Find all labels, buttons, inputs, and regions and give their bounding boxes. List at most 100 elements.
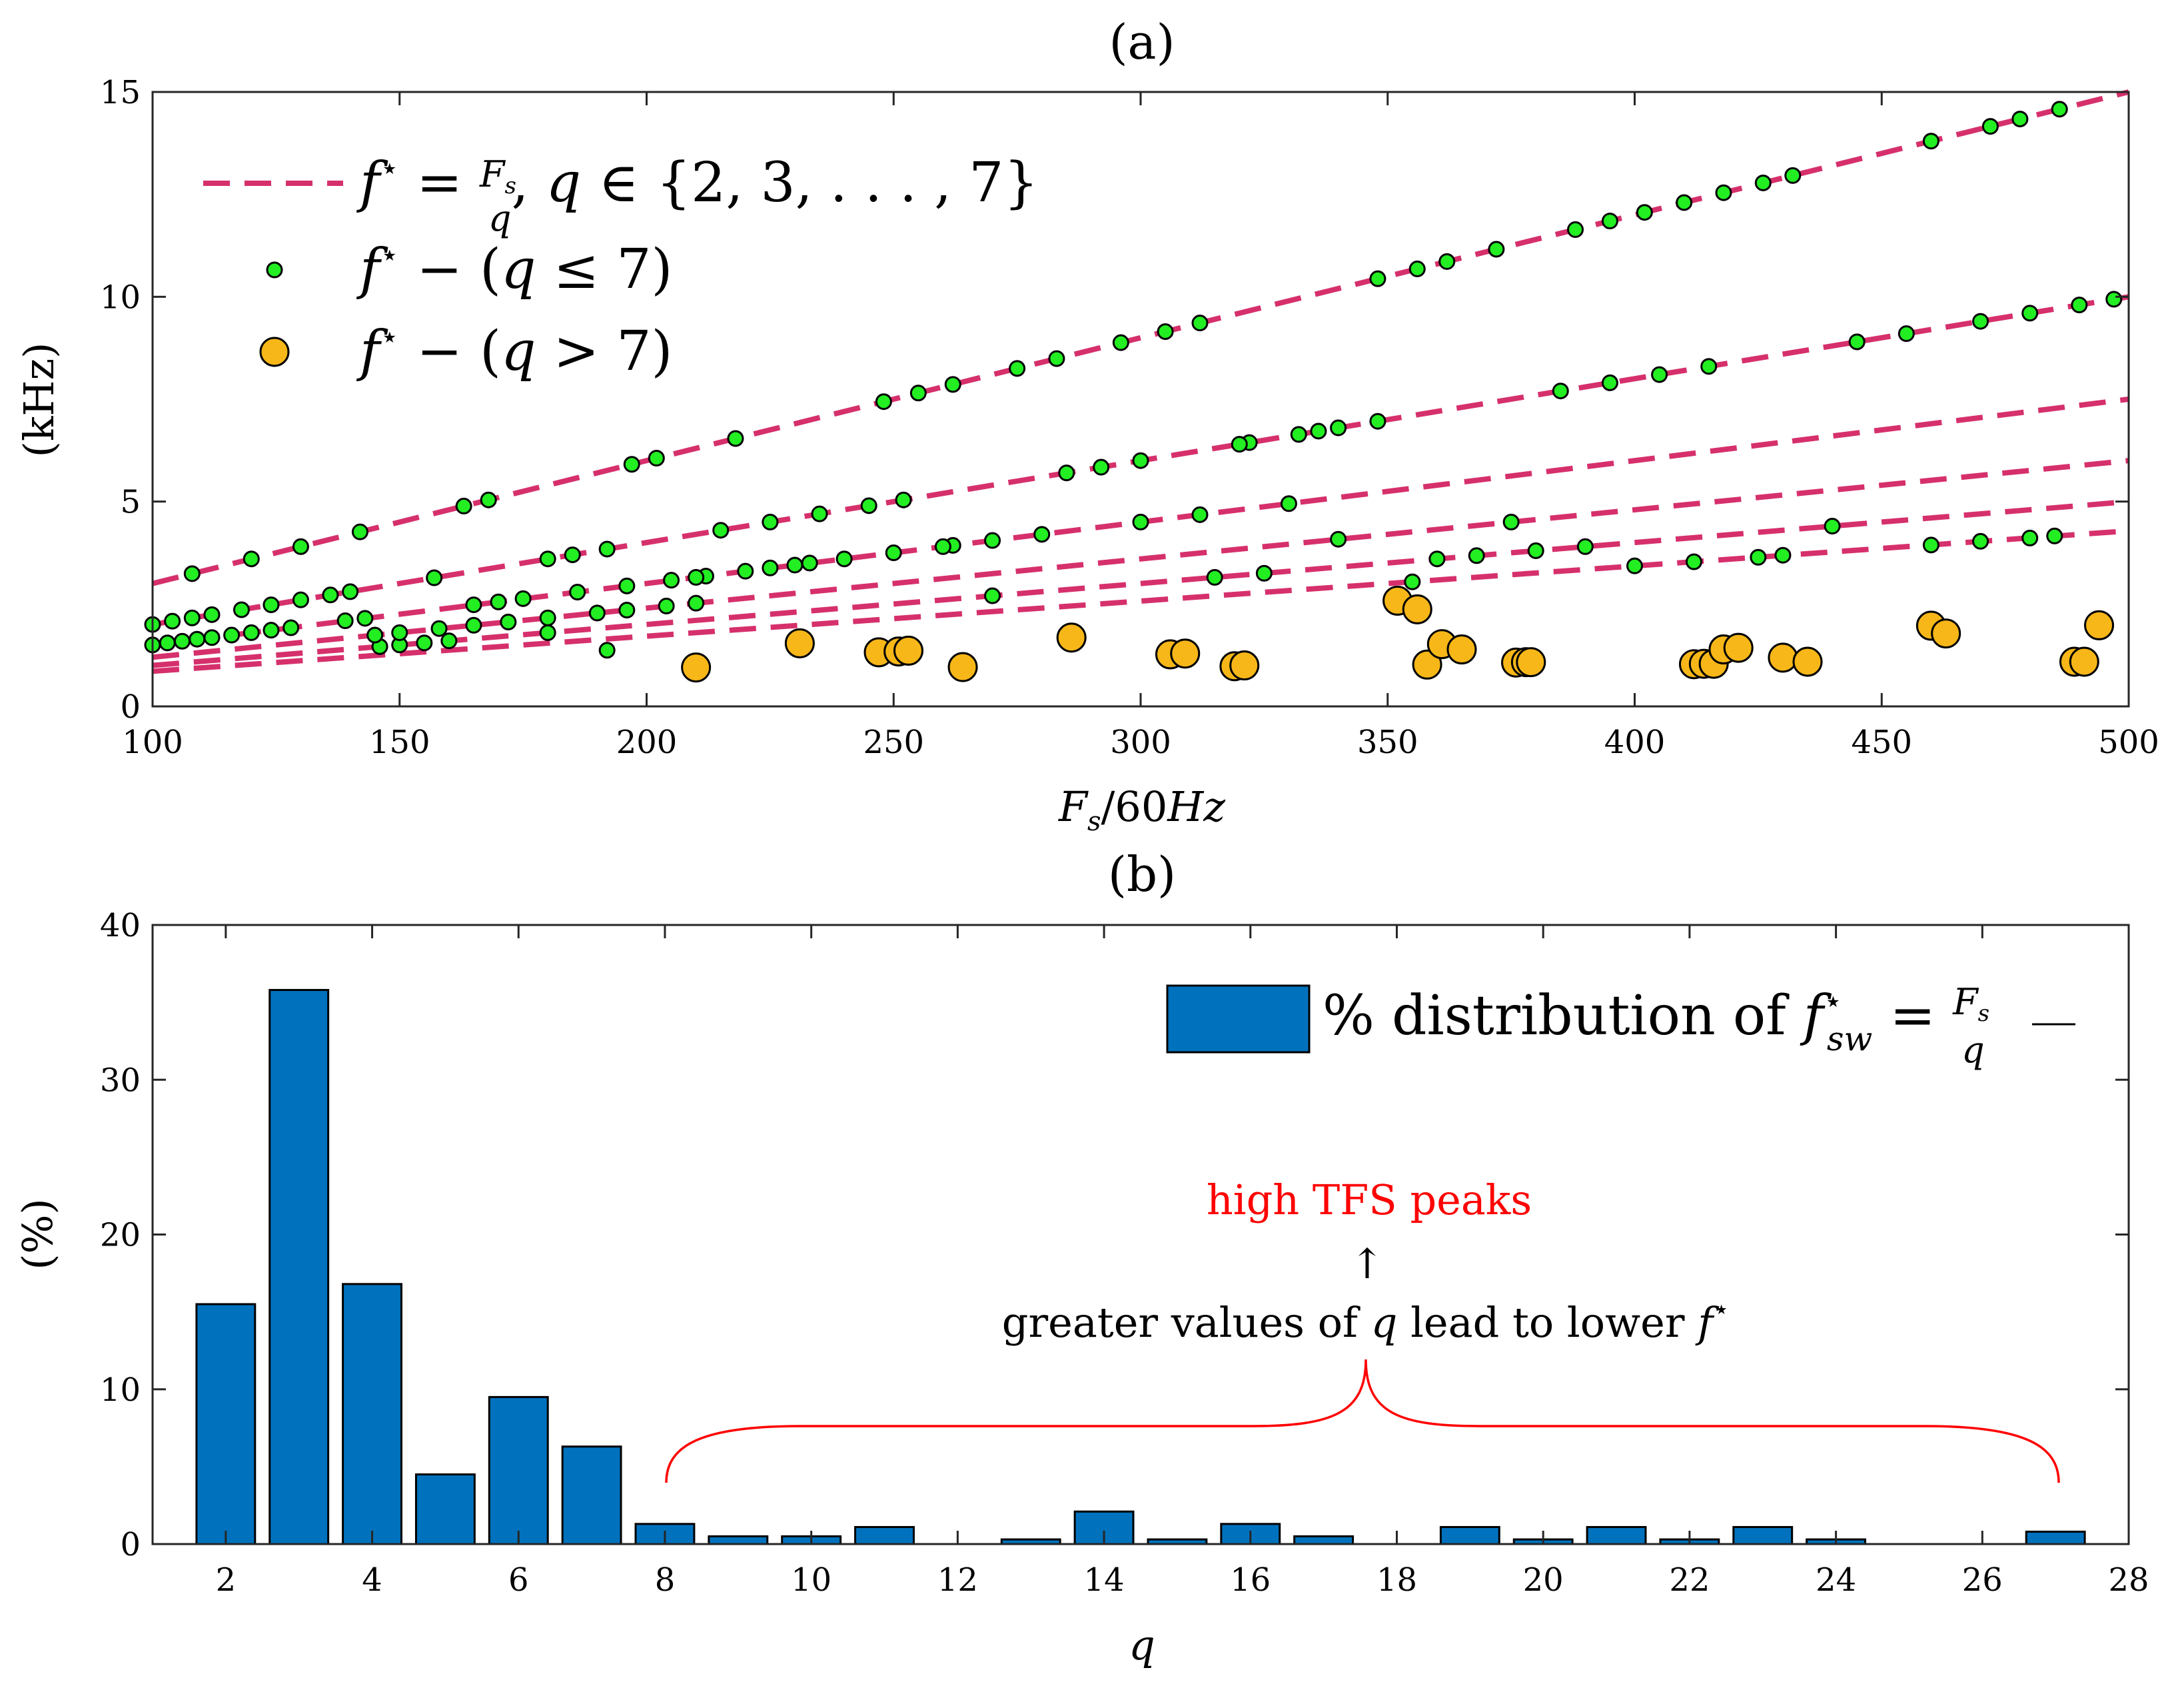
green-point <box>1330 419 1347 436</box>
green-point <box>1093 458 1110 476</box>
x-tick-label: 14 <box>1084 1561 1125 1599</box>
green-point <box>1369 270 1386 287</box>
green-point <box>984 532 1001 549</box>
x-tick-label: 12 <box>937 1561 978 1599</box>
green-point <box>1651 366 1668 383</box>
green-point <box>183 609 201 626</box>
green-point <box>688 594 705 612</box>
green-point <box>801 554 818 572</box>
green-point <box>1255 564 1273 582</box>
orange-point <box>1170 638 1201 669</box>
orange-point <box>1931 618 1961 649</box>
green-point <box>1009 360 1026 377</box>
annotation-greater-values: greater values of q lead to lower f⋆ <box>1002 1294 1730 1347</box>
green-point <box>203 606 221 623</box>
green-point <box>263 596 280 614</box>
x-tick-label: 18 <box>1376 1561 1417 1599</box>
annotation-high-tfs-peaks: high TFS peaks <box>1207 1176 1532 1224</box>
bar-q21 <box>1586 1525 1647 1545</box>
green-point <box>263 622 280 639</box>
y-tick-label: 10 <box>100 1371 141 1409</box>
green-point <box>712 522 730 539</box>
green-point <box>1132 452 1149 469</box>
green-point <box>391 624 408 641</box>
panel-a-legend: f⋆ = Fs q, q ∈ {2, 3, . . . , 7} f⋆ − (q … <box>203 150 1039 383</box>
green-point <box>1576 538 1594 555</box>
x-tick-label: 24 <box>1816 1561 1856 1599</box>
green-point <box>440 632 458 650</box>
green-point <box>183 565 201 582</box>
green-point <box>737 562 754 580</box>
green-point <box>539 609 556 626</box>
green-point <box>465 596 482 614</box>
green-point <box>618 577 636 594</box>
green-point <box>1774 546 1792 564</box>
green-point <box>416 634 433 652</box>
legend-orange-dot-swatch <box>259 337 290 367</box>
legend-green-dot-swatch <box>266 261 283 279</box>
green-point <box>1310 423 1327 440</box>
green-point <box>351 523 368 540</box>
legend-entry-distribution: % distribution of f⋆ sw = Fs q <box>1323 981 1989 1071</box>
green-point <box>860 497 877 514</box>
green-point <box>1898 325 1915 343</box>
green-point <box>1290 426 1307 443</box>
green-point <box>588 604 606 622</box>
green-point <box>1824 518 1841 535</box>
green-point <box>2046 527 2063 544</box>
annotation-arrow: ↑ <box>1350 1240 1384 1288</box>
orange-point <box>2069 646 2099 677</box>
green-point <box>282 619 300 636</box>
green-point <box>895 491 912 508</box>
green-point <box>1754 174 1772 191</box>
green-point <box>875 393 892 411</box>
green-point <box>623 456 640 473</box>
bar-q9 <box>708 1535 769 1545</box>
panel-a-ticks: 100 150 200 250 300 350 400 450 500 0 5 10 15 <box>100 74 2159 761</box>
green-point <box>366 626 384 644</box>
green-point <box>292 538 309 555</box>
green-point <box>336 612 354 630</box>
green-point <box>356 610 374 627</box>
orange-point <box>893 635 923 666</box>
x-tick-label: 400 <box>1604 724 1666 761</box>
green-point <box>1502 513 1520 530</box>
y-tick-label: 5 <box>120 484 141 521</box>
panel-a-xlabel: Fs/60Hz <box>1058 782 1225 837</box>
x-tick-label: 26 <box>1962 1561 2003 1599</box>
green-point <box>934 538 951 555</box>
x-tick-label: 300 <box>1110 724 1171 761</box>
green-point <box>426 569 443 586</box>
y-tick-label: 15 <box>100 74 141 111</box>
green-point <box>2071 297 2088 314</box>
green-point <box>1676 194 1693 211</box>
panel-b-title: (b) <box>1108 846 1176 902</box>
y-tick-label: 30 <box>100 1062 141 1099</box>
panel-a-plot-area <box>144 89 2129 683</box>
bar-q17 <box>1293 1535 1355 1545</box>
orange-point <box>1768 642 1798 673</box>
f-star-line-q5 <box>152 458 2129 660</box>
f-star-line-q7 <box>152 528 2129 674</box>
x-tick-label: 6 <box>508 1561 529 1599</box>
green-point <box>1280 495 1297 512</box>
x-tick-label: 2 <box>216 1561 237 1599</box>
green-point <box>762 513 779 530</box>
y-tick-label: 0 <box>120 1526 141 1563</box>
green-point <box>539 550 556 568</box>
green-point <box>430 620 448 637</box>
orange-point <box>1412 649 1442 680</box>
orange-point <box>947 652 978 682</box>
green-point <box>342 583 359 600</box>
green-point <box>1636 204 1653 221</box>
green-point <box>1191 506 1209 523</box>
y-tick-label: 40 <box>100 907 141 944</box>
green-point <box>455 497 472 514</box>
green-point <box>203 629 221 646</box>
green-point <box>1972 532 1989 550</box>
green-point <box>762 559 779 576</box>
orange-point <box>1516 647 1546 678</box>
green-point <box>465 616 482 634</box>
